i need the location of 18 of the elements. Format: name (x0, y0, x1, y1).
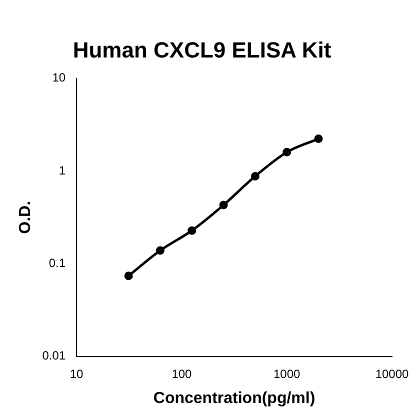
y-axis-title: O.D. (17, 200, 34, 234)
y-tick-label: 10 (52, 70, 66, 85)
point (188, 226, 196, 235)
chart-title: Human CXCL9 ELISA Kit (72, 37, 332, 62)
point (156, 246, 164, 255)
point (282, 148, 292, 156)
x-tick-label: 1000 (274, 366, 301, 381)
x-tick-label: 100 (172, 366, 192, 381)
y-tick-label: 1 (58, 163, 66, 178)
point (314, 134, 323, 144)
point (250, 172, 260, 180)
point (124, 272, 133, 280)
x-tick-label: 10000 (375, 366, 410, 381)
x-axis-title: Concentration(pg/ml) (153, 390, 316, 407)
y-tick-label: 0.1 (48, 256, 66, 270)
x-tick-label: 10 (70, 366, 84, 381)
point (219, 200, 228, 210)
y-tick-label: 0.01 (42, 348, 66, 363)
